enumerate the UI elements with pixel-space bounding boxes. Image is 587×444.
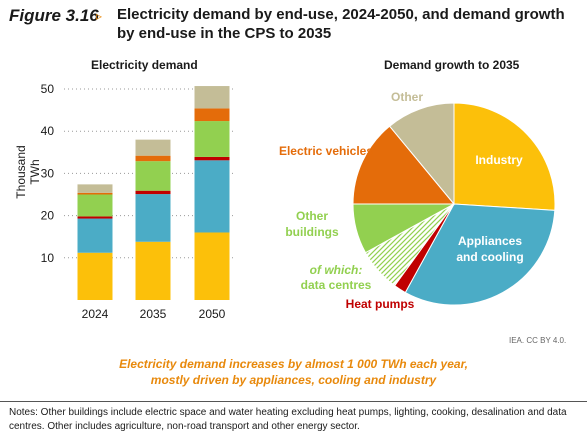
pie-chart-title: Demand growth to 2035 — [384, 58, 520, 72]
bar-other_buildings-2050 — [194, 121, 230, 157]
y-tick-50: 50 — [41, 82, 55, 96]
pie-label-other-buildings-l2: buildings — [285, 225, 339, 239]
figure-arrow-icon: ▹ — [96, 9, 103, 23]
bar-other_buildings-2035 — [135, 161, 171, 191]
bar-heat_pumps-2024 — [77, 216, 113, 219]
caption-line-2: mostly driven by appliances, cooling and… — [150, 373, 437, 387]
bar-other_buildings-2024 — [77, 194, 113, 217]
bar-electric_vehicles-2035 — [135, 155, 171, 162]
bar-ticks: 10 20 30 40 50 — [41, 82, 55, 265]
figure-label: Figure 3.16 — [9, 6, 99, 25]
pie-labels: Industry Appliances and cooling Heat pumps o… — [279, 90, 524, 311]
bar-industry-2050 — [194, 232, 230, 300]
y-tick-40: 40 — [41, 124, 55, 138]
pie-label-other-buildings-l1: Other — [296, 209, 328, 223]
y-tick-30: 30 — [41, 166, 55, 180]
bar-categories: 2024 2035 2050 — [82, 307, 226, 321]
pie-label-industry: Industry — [475, 153, 523, 167]
bar-other-2035 — [135, 139, 171, 156]
caption: Electricity demand increases by almost 1… — [0, 356, 587, 388]
caption-line-1: Electricity demand increases by almost 1… — [119, 357, 468, 371]
credit: IEA. CC BY 4.0. — [509, 336, 567, 345]
pie-slice-appliances — [404, 203, 556, 306]
y-tick-10: 10 — [41, 251, 55, 265]
pie-slice-electric_vehicles — [352, 125, 456, 205]
bar-heat_pumps-2035 — [135, 190, 171, 195]
pie-label-data-centres-l2: data centres — [301, 278, 372, 292]
x-tick-2024: 2024 — [82, 307, 109, 321]
bar-other-2024 — [77, 184, 113, 193]
figure-title: Electricity demand by end-use, 2024-2050… — [117, 6, 565, 42]
pie-slice-industry — [453, 102, 556, 211]
pie-layer — [352, 102, 556, 306]
pie-label-appliances-l2: and cooling — [456, 250, 523, 264]
notes: Notes: Other buildings include electric … — [0, 401, 587, 434]
bar-appliances-2050 — [194, 160, 230, 233]
pie-label-heat-pumps: Heat pumps — [346, 297, 415, 311]
bar-industry-2035 — [135, 241, 171, 300]
pie-label-other: Other — [391, 90, 423, 104]
bar-appliances-2035 — [135, 194, 171, 242]
pie-label-electric-vehicles: Electric vehicles — [279, 144, 373, 158]
bar-heat_pumps-2050 — [194, 156, 230, 161]
bar-appliances-2024 — [77, 218, 113, 253]
bar-other-2050 — [194, 86, 230, 109]
y-tick-20: 20 — [41, 209, 55, 223]
x-tick-2050: 2050 — [199, 307, 226, 321]
bar-electric_vehicles-2024 — [77, 192, 113, 195]
bar-chart-title: Electricity demand — [91, 58, 198, 72]
pie-slice-other — [388, 102, 455, 206]
charts-canvas: 10 20 30 40 50 2024 2035 2050 Industry Applianc… — [41, 82, 556, 321]
pie-label-appliances-l1: Appliances — [458, 234, 522, 248]
bar-layer — [77, 86, 230, 300]
bar-industry-2024 — [77, 252, 113, 300]
bar-electric_vehicles-2050 — [194, 108, 230, 122]
x-tick-2035: 2035 — [140, 307, 167, 321]
pie-label-data-centres-l1: of which: — [310, 263, 363, 277]
